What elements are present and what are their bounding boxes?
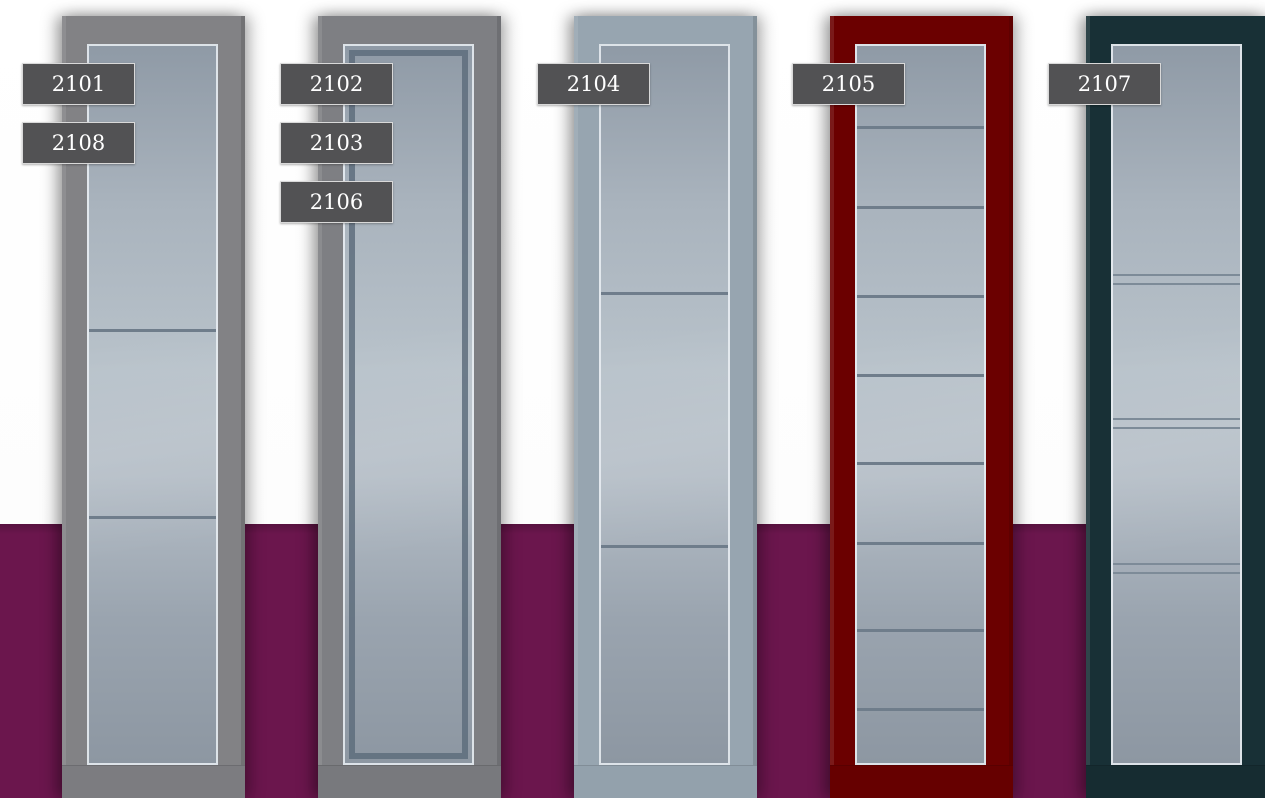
glass-bar (857, 542, 984, 545)
glass-bar (1113, 427, 1240, 429)
glass-bar (1113, 563, 1240, 565)
glass-panel (599, 44, 730, 765)
glass-bar (1113, 418, 1240, 420)
model-tag-2101[interactable]: 2101 (22, 63, 135, 105)
glass-bar (857, 126, 984, 129)
glass-bar (601, 292, 728, 295)
glass-bar (1113, 572, 1240, 574)
glass-bar (89, 329, 216, 332)
glass-bar (857, 374, 984, 377)
door-edge (1009, 16, 1013, 798)
door-2104[interactable] (574, 16, 757, 798)
door-edge (1086, 16, 1090, 798)
glass-panel (87, 44, 218, 765)
door-base (62, 765, 245, 798)
glass-panel (1111, 44, 1242, 765)
model-tag-2105[interactable]: 2105 (792, 63, 905, 105)
glass-sheen (857, 46, 984, 763)
glass-bar (89, 516, 216, 519)
model-tag-2107[interactable]: 2107 (1048, 63, 1161, 105)
glass-panel (343, 44, 474, 765)
door-2107[interactable] (1086, 16, 1265, 798)
glass-bar (857, 295, 984, 298)
door-edge (574, 16, 578, 798)
glass-sheen (89, 46, 216, 763)
model-tag-2108[interactable]: 2108 (22, 122, 135, 164)
door-edge (497, 16, 501, 798)
door-2101[interactable] (62, 16, 245, 798)
glass-bar (601, 545, 728, 548)
model-tag-2104[interactable]: 2104 (537, 63, 650, 105)
door-base (574, 765, 757, 798)
door-edge (62, 16, 66, 798)
glass-bar (857, 629, 984, 632)
door-base (830, 765, 1013, 798)
door-edge (318, 16, 322, 798)
glass-inner-frame (349, 50, 468, 759)
glass-sheen (345, 46, 472, 763)
glass-sheen (601, 46, 728, 763)
door-edge (241, 16, 245, 798)
door-edge (753, 16, 757, 798)
door-base (318, 765, 501, 798)
glass-bar (1113, 274, 1240, 276)
model-tag-2106[interactable]: 2106 (280, 181, 393, 223)
model-tag-2103[interactable]: 2103 (280, 122, 393, 164)
glass-sheen (1113, 46, 1240, 763)
door-2105[interactable] (830, 16, 1013, 798)
glass-bar (857, 708, 984, 711)
glass-bar (857, 462, 984, 465)
door-edge (830, 16, 834, 798)
door-base (1086, 765, 1265, 798)
glass-bar (857, 206, 984, 209)
model-tag-2102[interactable]: 2102 (280, 63, 393, 105)
glass-panel (855, 44, 986, 765)
glass-bar (1113, 283, 1240, 285)
